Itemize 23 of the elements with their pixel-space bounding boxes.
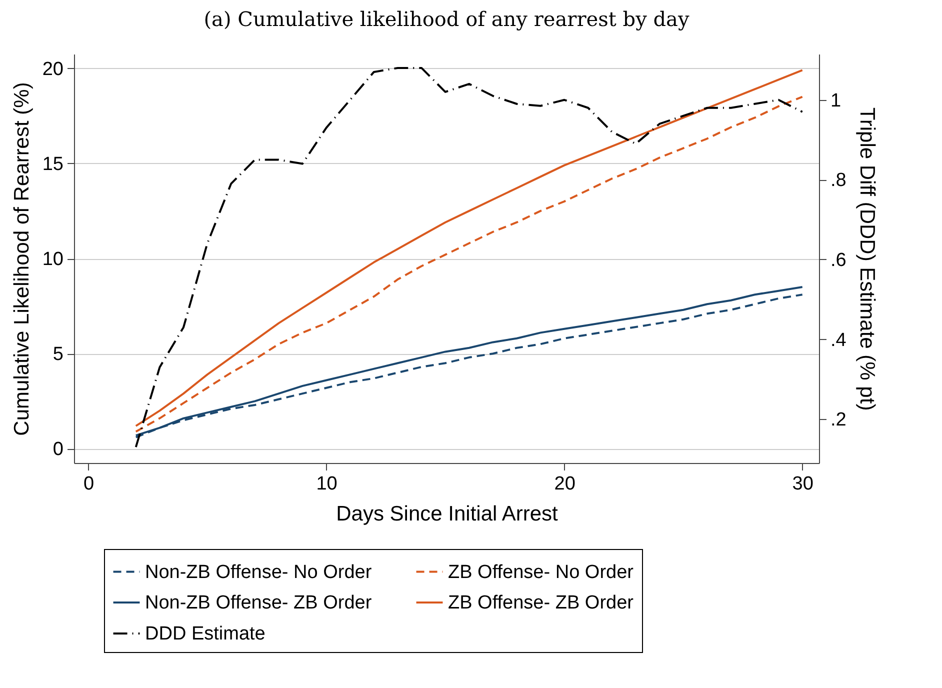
x-tick-label: 10 <box>316 474 338 494</box>
y-axis-title: Cumulative Likelihood of Rearrest (%) <box>10 82 34 436</box>
x-tick-label: 30 <box>792 474 814 494</box>
x-tick-label: 0 <box>83 474 94 494</box>
x-tick-label: 20 <box>554 474 576 494</box>
legend-label: ZB Offense- No Order <box>448 562 634 583</box>
legend-label: DDD Estimate <box>145 624 266 644</box>
y-tick-label: 20 <box>42 58 64 80</box>
y-tick-label: 15 <box>42 154 64 175</box>
x-axis-title: Days Since Initial Arrest <box>336 502 558 526</box>
chart-title: (a) Cumulative likelihood of any rearrest by day <box>204 7 690 31</box>
y2-tick-label: .8 <box>830 170 846 192</box>
legend-label: Non-ZB Offense- ZB Order <box>145 592 372 614</box>
y-tick-label: 5 <box>52 344 64 366</box>
y2-tick-label: .4 <box>830 330 847 351</box>
y2-tick-label: .2 <box>830 410 846 431</box>
legend-label: Non-ZB Offense- No Order <box>145 562 372 583</box>
legend-label: ZB Offense- ZB Order <box>448 592 634 614</box>
y-tick-label: 0 <box>52 439 64 460</box>
y-tick-label: 10 <box>42 249 64 270</box>
y2-axis-title: Triple Diff (DDD) Estimate (% pt) <box>855 107 878 411</box>
y2-tick-label: 1 <box>830 90 842 112</box>
y2-tick-label: .6 <box>830 250 846 271</box>
